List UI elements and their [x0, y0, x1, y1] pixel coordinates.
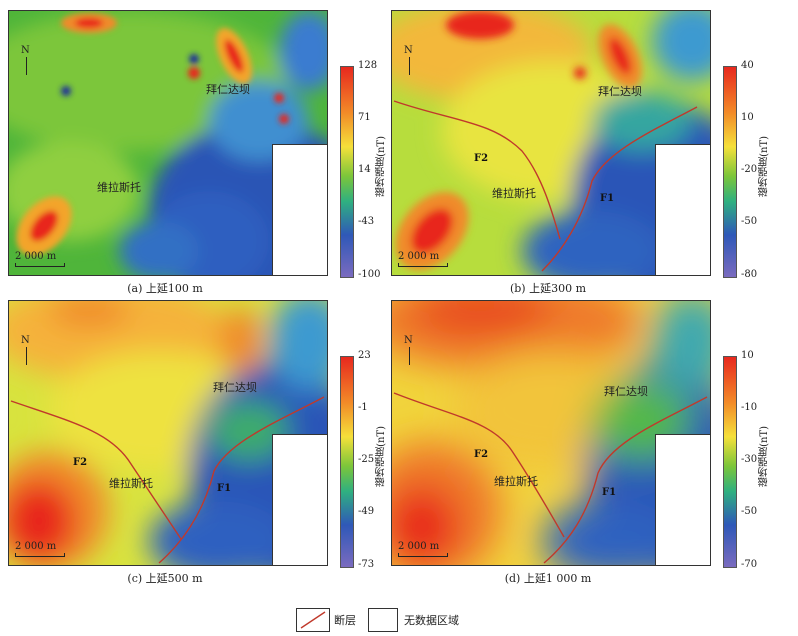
no-data-area: [655, 144, 710, 275]
caption-d: (d) 上延1 000 m: [504, 572, 592, 585]
place-label-weilasituo: 维拉斯托: [109, 477, 153, 490]
panel-b: N 拜仁达坝 维拉斯托 F2 F1 2 000 m 40 10 -20 -50 …: [383, 10, 770, 310]
colorbar-tick: 71: [358, 112, 371, 123]
nodata-legend-label: 无数据区域: [404, 614, 459, 627]
colorbar-title: 磁场强度(nT): [759, 426, 770, 487]
panel-d: N 拜仁达坝 维拉斯托 F2 F1 2 000 m 10 -10 -30 -50…: [383, 300, 770, 600]
place-label-weilasituo: 维拉斯托: [97, 181, 141, 194]
colorbar-tick: -49: [358, 506, 375, 517]
magnetic-map-b: N 拜仁达坝 维拉斯托 F2 F1 2 000 m: [391, 10, 711, 276]
place-label-bairendaba: 拜仁达坝: [213, 381, 257, 394]
north-arrow: N: [21, 335, 33, 365]
north-arrow: N: [21, 45, 33, 75]
fault-label-f2: F2: [73, 457, 88, 468]
place-label-bairendaba: 拜仁达坝: [604, 385, 648, 398]
colorbar-tick: 40: [741, 60, 754, 71]
caption-b: (b) 上延300 m: [509, 282, 587, 295]
colorbar-b: 40 10 -20 -50 -80 磁场强度(nT): [723, 60, 773, 286]
place-label-bairendaba: 拜仁达坝: [206, 83, 250, 96]
colorbar-tick: 128: [358, 60, 378, 71]
north-arrow: N: [404, 335, 416, 365]
magnetic-map-a: N 拜仁达坝 维拉斯托 2 000 m: [8, 10, 328, 276]
colorbar-tick: 14: [358, 164, 371, 175]
fault-label-f2: F2: [474, 153, 489, 164]
fault-legend-label: 断层: [334, 614, 356, 627]
caption-a: (a) 上延100 m: [127, 282, 203, 295]
colorbar-d: 10 -10 -30 -50 -70 磁场强度(nT): [723, 350, 773, 576]
colorbar-tick: -73: [358, 559, 375, 570]
nodata-legend-icon: [368, 608, 398, 632]
colorbar-tick: 10: [741, 350, 754, 361]
colorbar-a: 128 71 14 -43 -100 磁场强度(nT): [340, 60, 390, 286]
fault-label-f1: F1: [217, 483, 232, 494]
colorbar-tick: -25: [358, 454, 375, 465]
colorbar-tick: -50: [741, 216, 758, 227]
panel-c: N 拜仁达坝 维拉斯托 F2 F1 2 000 m 23 -1 -25 -49 …: [0, 300, 387, 600]
place-label-bairendaba: 拜仁达坝: [598, 85, 642, 98]
colorbar-tick: -50: [741, 506, 758, 517]
scale-bar: 2 000 m: [398, 541, 448, 557]
no-data-area: [655, 434, 710, 565]
scale-bar: 2 000 m: [398, 251, 448, 267]
colorbar-tick: -43: [358, 216, 375, 227]
panel-a: N 拜仁达坝 维拉斯托 2 000 m 128 71 14 -43 -100 磁…: [0, 10, 387, 310]
no-data-area: [272, 434, 327, 565]
colorbar-tick: -20: [741, 164, 758, 175]
fault-label-f2: F2: [474, 449, 489, 460]
place-label-weilasituo: 维拉斯托: [494, 475, 538, 488]
colorbar-tick: 10: [741, 112, 754, 123]
colorbar-tick: -80: [741, 269, 758, 280]
north-arrow: N: [404, 45, 416, 75]
colorbar-tick: -100: [358, 269, 381, 280]
colorbar-tick: 23: [358, 350, 371, 361]
no-data-area: [272, 144, 327, 275]
scale-bar: 2 000 m: [15, 541, 65, 557]
scale-bar: 2 000 m: [15, 251, 65, 267]
place-label-weilasituo: 维拉斯托: [492, 187, 536, 200]
fault-legend-icon: [296, 608, 330, 632]
colorbar-tick: -30: [741, 454, 758, 465]
colorbar-c: 23 -1 -25 -49 -73 磁场强度(nT): [340, 350, 390, 576]
colorbar-title: 磁场强度(nT): [759, 136, 770, 197]
colorbar-tick: -10: [741, 402, 758, 413]
fault-label-f1: F1: [602, 487, 617, 498]
magnetic-map-d: N 拜仁达坝 维拉斯托 F2 F1 2 000 m: [391, 300, 711, 566]
caption-c: (c) 上延500 m: [127, 572, 203, 585]
colorbar-tick: -70: [741, 559, 758, 570]
fault-label-f1: F1: [600, 193, 615, 204]
magnetic-map-c: N 拜仁达坝 维拉斯托 F2 F1 2 000 m: [8, 300, 328, 566]
colorbar-tick: -1: [358, 402, 368, 413]
